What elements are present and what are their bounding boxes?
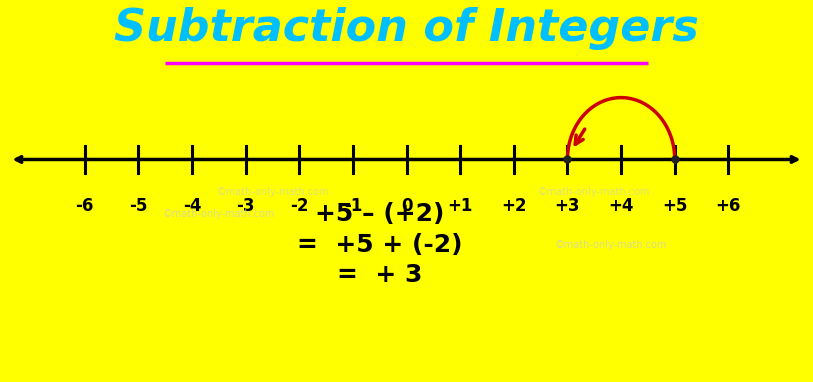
Text: +1: +1 <box>447 197 473 215</box>
Text: -6: -6 <box>76 197 93 215</box>
Text: -4: -4 <box>183 197 201 215</box>
Text: +4: +4 <box>608 197 634 215</box>
Text: ©math-only-math.com: ©math-only-math.com <box>538 187 650 197</box>
Text: +2: +2 <box>501 197 527 215</box>
Text: =  + 3: = + 3 <box>337 263 423 287</box>
Text: -5: -5 <box>129 197 147 215</box>
Text: ©math-only-math.com: ©math-only-math.com <box>554 240 667 249</box>
Text: +3: +3 <box>554 197 580 215</box>
Text: ©math-only-math.com: ©math-only-math.com <box>216 187 328 197</box>
Text: Subtraction of Integers: Subtraction of Integers <box>114 7 699 50</box>
Text: ©math-only-math.com: ©math-only-math.com <box>163 209 275 219</box>
Text: 0: 0 <box>401 197 412 215</box>
Text: +6: +6 <box>715 197 741 215</box>
Text: +5: +5 <box>662 197 688 215</box>
Text: =  +5 + (-2): = +5 + (-2) <box>297 233 463 257</box>
Text: -1: -1 <box>344 197 362 215</box>
Text: -2: -2 <box>290 197 308 215</box>
Text: -3: -3 <box>237 197 254 215</box>
Text: +5 – (+2): +5 – (+2) <box>315 202 445 226</box>
